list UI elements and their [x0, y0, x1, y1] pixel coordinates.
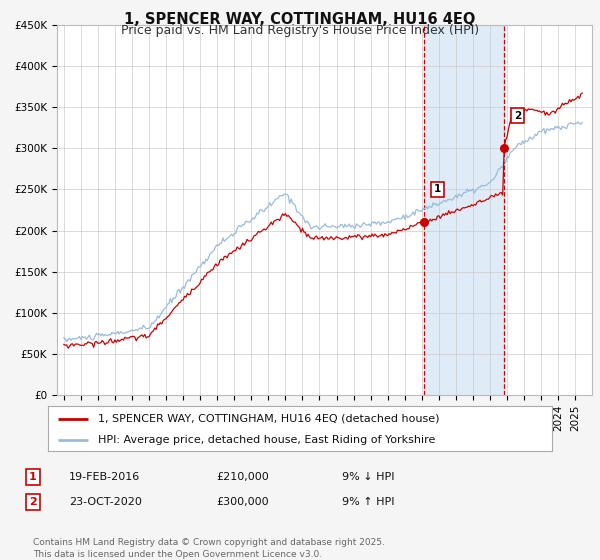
Text: 9% ↑ HPI: 9% ↑ HPI — [342, 497, 395, 507]
Text: 2: 2 — [514, 110, 521, 120]
Text: 2: 2 — [29, 497, 37, 507]
Text: 19-FEB-2016: 19-FEB-2016 — [69, 472, 140, 482]
Text: £210,000: £210,000 — [216, 472, 269, 482]
Text: 1: 1 — [29, 472, 37, 482]
Text: 9% ↓ HPI: 9% ↓ HPI — [342, 472, 395, 482]
Text: 1, SPENCER WAY, COTTINGHAM, HU16 4EQ (detached house): 1, SPENCER WAY, COTTINGHAM, HU16 4EQ (de… — [98, 413, 440, 423]
Bar — [424, 25, 504, 395]
Text: 23-OCT-2020: 23-OCT-2020 — [69, 497, 142, 507]
Text: 1: 1 — [434, 184, 441, 194]
Text: Price paid vs. HM Land Registry's House Price Index (HPI): Price paid vs. HM Land Registry's House … — [121, 24, 479, 37]
Text: £300,000: £300,000 — [216, 497, 269, 507]
Text: HPI: Average price, detached house, East Riding of Yorkshire: HPI: Average price, detached house, East… — [98, 435, 436, 445]
Text: Contains HM Land Registry data © Crown copyright and database right 2025.
This d: Contains HM Land Registry data © Crown c… — [33, 538, 385, 559]
Text: 1, SPENCER WAY, COTTINGHAM, HU16 4EQ: 1, SPENCER WAY, COTTINGHAM, HU16 4EQ — [124, 12, 476, 27]
